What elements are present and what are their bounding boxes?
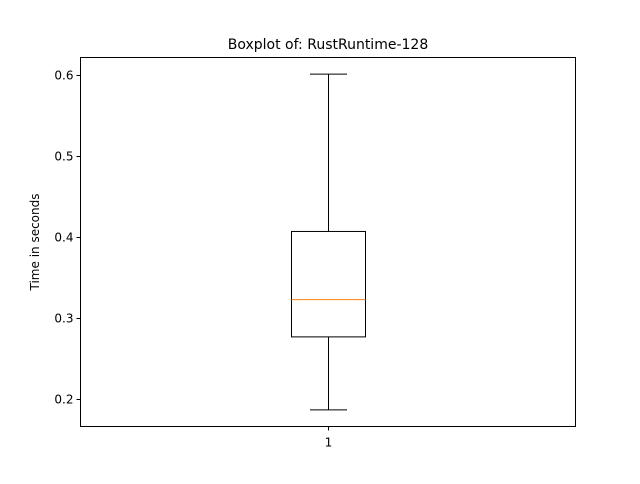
y-tick-label: 0.3	[54, 312, 73, 326]
y-tick-label: 0.5	[54, 150, 73, 164]
chart-title: Boxplot of: RustRuntime-128	[228, 37, 428, 53]
y-tick-label: 0.6	[54, 69, 73, 83]
y-tick-label: 0.4	[54, 231, 73, 245]
y-axis-label: Time in seconds	[28, 194, 42, 292]
y-tick-label: 0.2	[54, 393, 73, 407]
axes-frame	[80, 57, 576, 427]
y-ticks: 0.2 0.3 0.4 0.5 0.6	[54, 69, 81, 407]
box-iqr	[291, 230, 366, 338]
x-ticks: 1	[325, 426, 333, 450]
boxes-layer	[291, 73, 366, 411]
x-tick-label: 1	[325, 436, 333, 450]
